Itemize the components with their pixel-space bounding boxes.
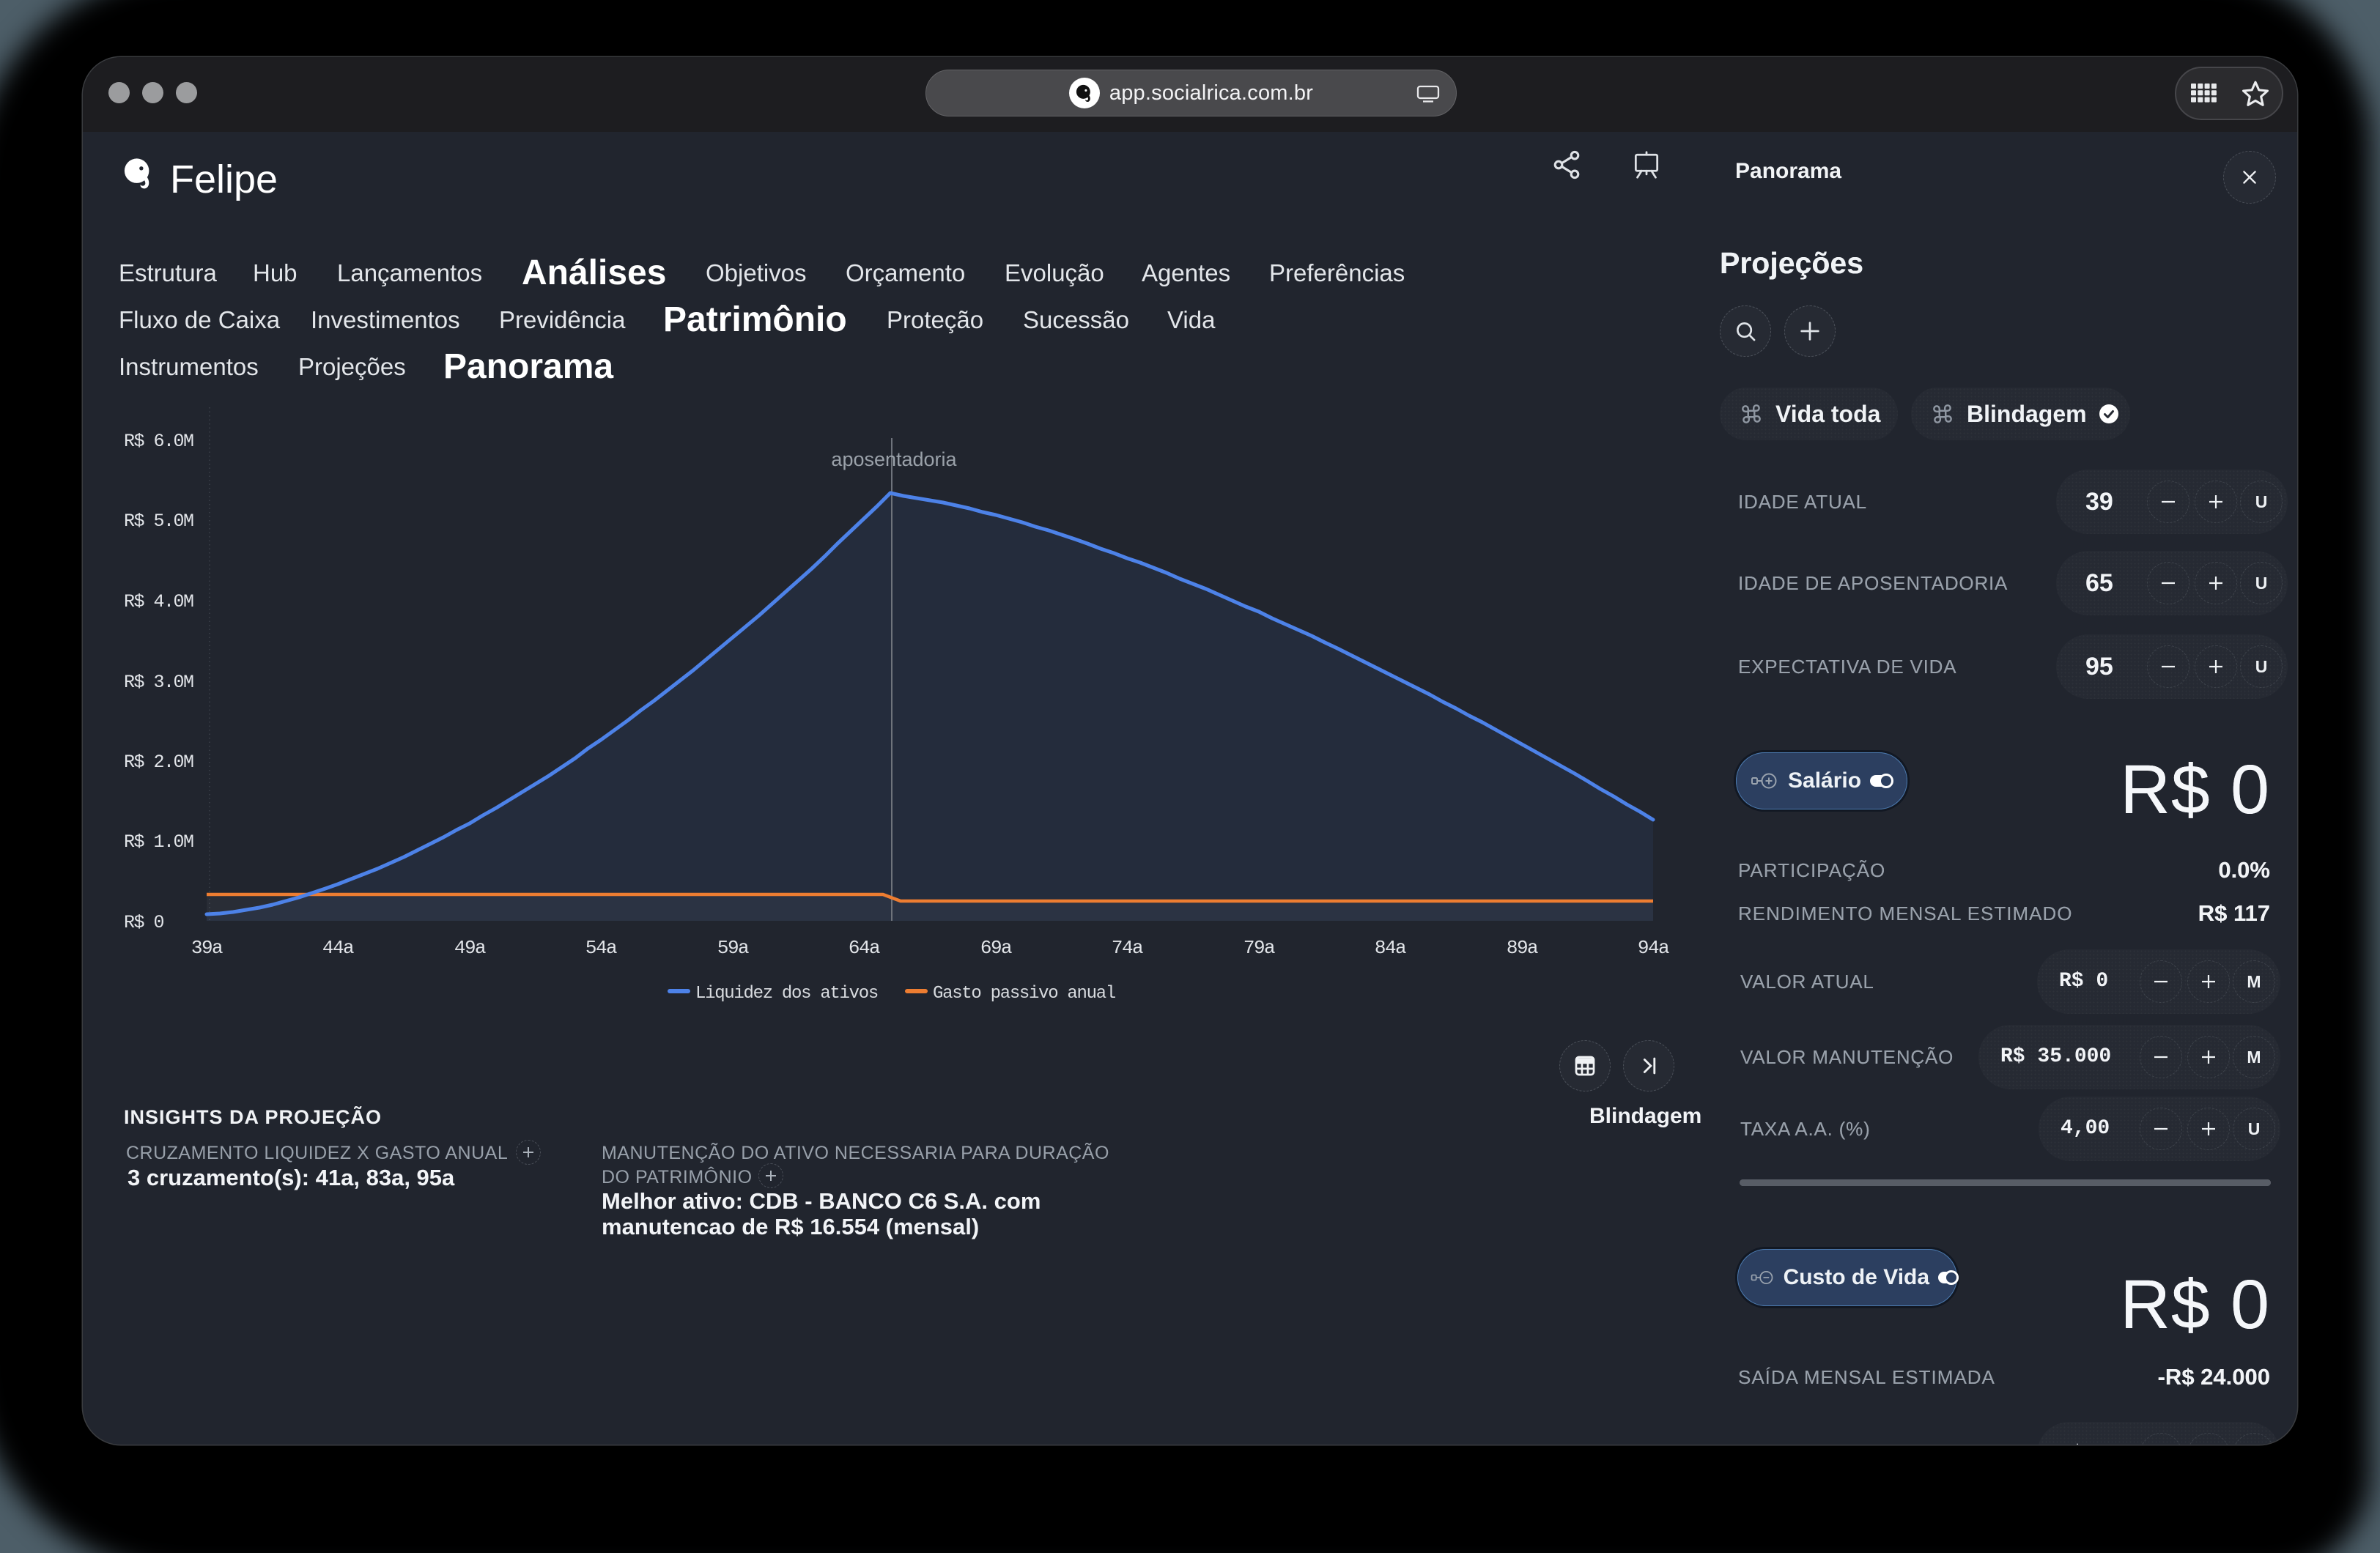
svg-text:64a: 64a bbox=[849, 937, 880, 959]
svg-text:84a: 84a bbox=[1375, 937, 1406, 959]
svg-text:R$ 0: R$ 0 bbox=[124, 912, 164, 933]
svg-text:39a: 39a bbox=[191, 937, 223, 959]
svg-text:R$ 1.0M: R$ 1.0M bbox=[124, 831, 193, 853]
svg-text:R$ 3.0M: R$ 3.0M bbox=[124, 672, 193, 693]
svg-text:Gasto passivo anual: Gasto passivo anual bbox=[933, 984, 1116, 1004]
svg-text:R$ 6.0M: R$ 6.0M bbox=[124, 431, 193, 452]
svg-text:44a: 44a bbox=[322, 937, 354, 959]
svg-text:69a: 69a bbox=[980, 937, 1012, 959]
svg-text:R$ 2.0M: R$ 2.0M bbox=[124, 752, 193, 773]
svg-text:79a: 79a bbox=[1243, 937, 1275, 959]
svg-text:49a: 49a bbox=[454, 937, 486, 959]
svg-text:R$ 5.0M: R$ 5.0M bbox=[124, 511, 193, 532]
svg-text:74a: 74a bbox=[1112, 937, 1143, 959]
svg-text:89a: 89a bbox=[1507, 937, 1538, 959]
svg-text:aposentadoria: aposentadoria bbox=[831, 448, 957, 470]
svg-text:94a: 94a bbox=[1638, 937, 1669, 959]
svg-text:54a: 54a bbox=[585, 937, 617, 959]
svg-text:Liquidez dos ativos: Liquidez dos ativos bbox=[695, 984, 878, 1004]
svg-text:R$ 4.0M: R$ 4.0M bbox=[124, 591, 193, 612]
svg-text:59a: 59a bbox=[717, 937, 749, 959]
